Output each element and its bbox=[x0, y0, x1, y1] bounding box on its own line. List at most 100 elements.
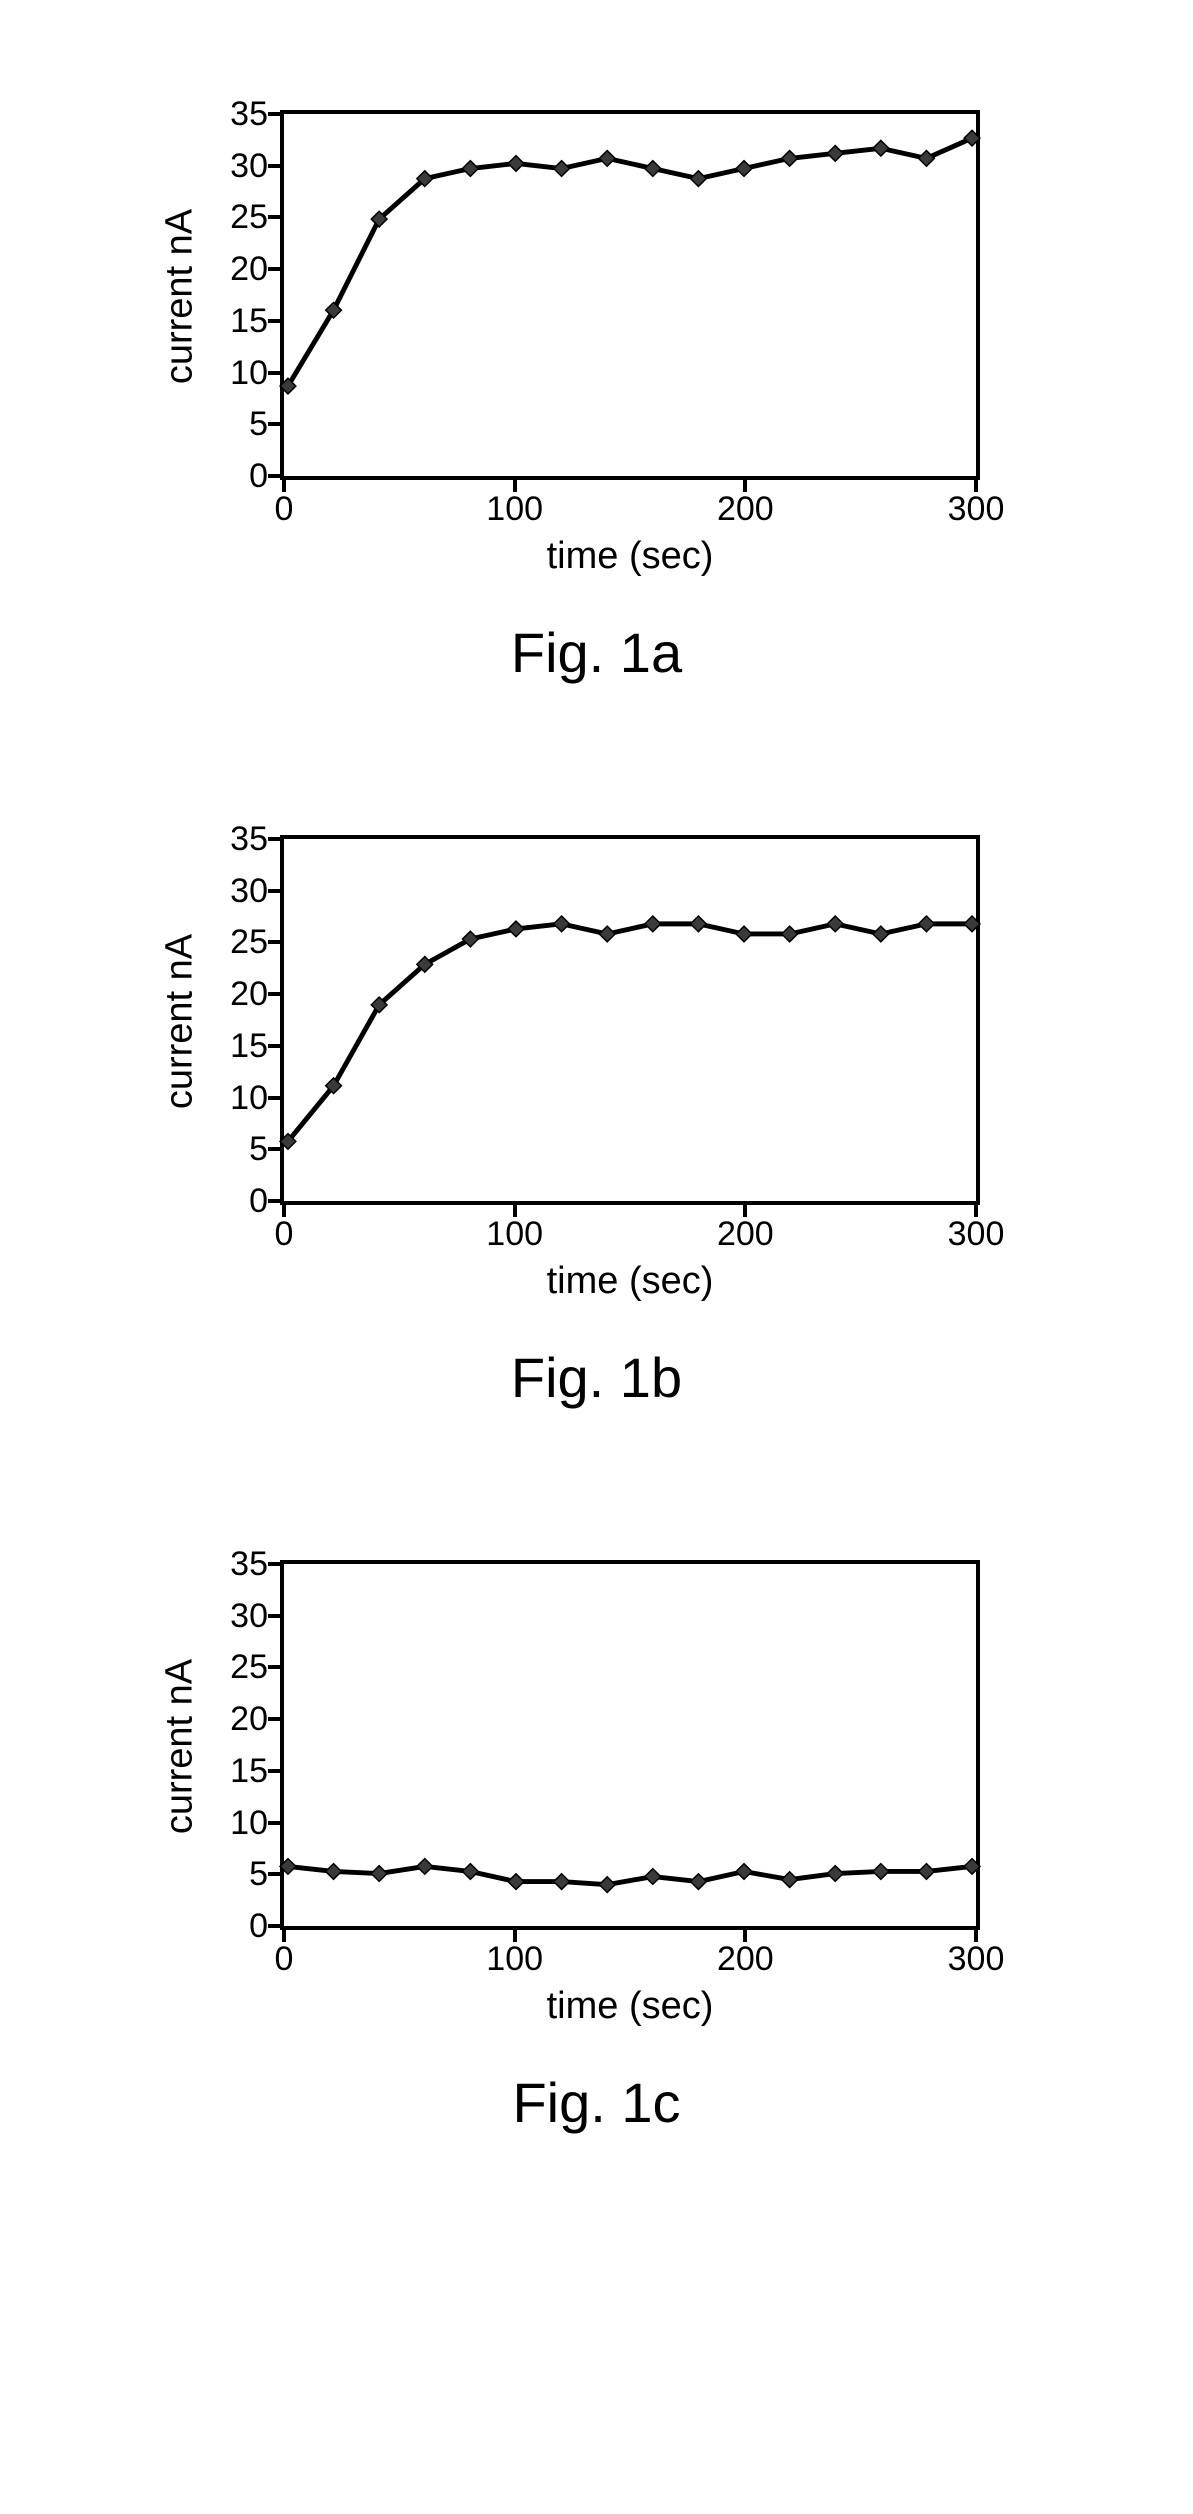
data-marker bbox=[827, 916, 843, 932]
y-tick-mark bbox=[268, 889, 280, 893]
y-tick-label: 30 bbox=[208, 874, 268, 908]
x-tick-mark bbox=[282, 480, 286, 492]
x-tick-mark bbox=[974, 480, 978, 492]
y-tick-mark bbox=[268, 1096, 280, 1100]
data-marker bbox=[964, 916, 980, 932]
data-marker bbox=[782, 1872, 798, 1888]
y-tick-label: 20 bbox=[208, 1702, 268, 1736]
y-tick-label: 20 bbox=[208, 252, 268, 286]
data-marker bbox=[508, 921, 524, 937]
data-marker bbox=[919, 916, 935, 932]
x-tick-label: 300 bbox=[936, 1942, 1016, 1976]
y-tick-mark bbox=[268, 1614, 280, 1618]
chart-wrap: 051015202530350100200300current nAtime (… bbox=[0, 90, 1193, 610]
chart-svg bbox=[284, 114, 976, 476]
data-marker bbox=[964, 130, 980, 146]
y-tick-mark bbox=[268, 1044, 280, 1048]
y-tick-mark bbox=[268, 474, 280, 478]
figure-caption: Fig. 1a bbox=[0, 620, 1193, 685]
figure-caption: Fig. 1b bbox=[0, 1345, 1193, 1410]
plot-area bbox=[280, 835, 980, 1205]
data-marker bbox=[691, 1874, 707, 1890]
data-marker bbox=[645, 916, 661, 932]
chart-svg bbox=[284, 1564, 976, 1926]
y-tick-mark bbox=[268, 319, 280, 323]
data-marker bbox=[964, 1859, 980, 1875]
y-axis-label: current nA bbox=[159, 922, 202, 1122]
data-marker bbox=[462, 1864, 478, 1880]
x-tick-mark bbox=[513, 480, 517, 492]
x-tick-label: 200 bbox=[705, 1217, 785, 1251]
data-marker bbox=[736, 161, 752, 177]
y-tick-label: 20 bbox=[208, 977, 268, 1011]
y-tick-label: 0 bbox=[208, 1909, 268, 1943]
y-tick-mark bbox=[268, 1562, 280, 1566]
data-line bbox=[288, 924, 972, 1142]
y-tick-label: 35 bbox=[208, 822, 268, 856]
x-tick-mark bbox=[743, 1930, 747, 1942]
chart-svg bbox=[284, 839, 976, 1201]
data-marker bbox=[371, 1866, 387, 1882]
y-tick-label: 30 bbox=[208, 1599, 268, 1633]
plot-area bbox=[280, 110, 980, 480]
x-tick-mark bbox=[974, 1205, 978, 1217]
y-tick-label: 15 bbox=[208, 1754, 268, 1788]
figure-fig1c: 051015202530350100200300current nAtime (… bbox=[0, 1540, 1193, 2135]
x-tick-label: 300 bbox=[936, 1217, 1016, 1251]
y-tick-mark bbox=[268, 1665, 280, 1669]
x-tick-label: 100 bbox=[475, 492, 555, 526]
y-tick-label: 10 bbox=[208, 356, 268, 390]
data-marker bbox=[919, 1864, 935, 1880]
data-marker bbox=[326, 1864, 342, 1880]
y-tick-label: 5 bbox=[208, 407, 268, 441]
x-tick-label: 100 bbox=[475, 1217, 555, 1251]
figure-fig1a: 051015202530350100200300current nAtime (… bbox=[0, 90, 1193, 685]
y-axis-label: current nA bbox=[159, 1647, 202, 1847]
data-line bbox=[288, 1866, 972, 1884]
data-marker bbox=[736, 926, 752, 942]
x-tick-mark bbox=[513, 1205, 517, 1217]
y-tick-label: 10 bbox=[208, 1081, 268, 1115]
data-marker bbox=[827, 146, 843, 162]
data-marker bbox=[691, 171, 707, 187]
y-tick-mark bbox=[268, 164, 280, 168]
y-tick-mark bbox=[268, 837, 280, 841]
y-tick-label: 0 bbox=[208, 1184, 268, 1218]
y-tick-label: 35 bbox=[208, 1547, 268, 1581]
data-marker bbox=[599, 1877, 615, 1893]
data-marker bbox=[873, 926, 889, 942]
data-marker bbox=[462, 161, 478, 177]
data-marker bbox=[782, 926, 798, 942]
y-tick-label: 5 bbox=[208, 1132, 268, 1166]
data-marker bbox=[919, 151, 935, 167]
x-tick-label: 200 bbox=[705, 1942, 785, 1976]
y-tick-label: 5 bbox=[208, 1857, 268, 1891]
x-tick-mark bbox=[513, 1930, 517, 1942]
data-marker bbox=[691, 916, 707, 932]
y-tick-label: 25 bbox=[208, 200, 268, 234]
y-tick-label: 30 bbox=[208, 149, 268, 183]
plot-area bbox=[280, 1560, 980, 1930]
x-tick-label: 200 bbox=[705, 492, 785, 526]
y-tick-label: 0 bbox=[208, 459, 268, 493]
y-tick-mark bbox=[268, 422, 280, 426]
y-tick-mark bbox=[268, 371, 280, 375]
y-tick-mark bbox=[268, 112, 280, 116]
x-tick-mark bbox=[743, 1205, 747, 1217]
y-tick-mark bbox=[268, 1199, 280, 1203]
data-marker bbox=[873, 1864, 889, 1880]
y-tick-mark bbox=[268, 1872, 280, 1876]
x-tick-label: 100 bbox=[475, 1942, 555, 1976]
y-tick-mark bbox=[268, 215, 280, 219]
x-axis-label: time (sec) bbox=[280, 1260, 980, 1303]
y-tick-label: 15 bbox=[208, 304, 268, 338]
y-tick-mark bbox=[268, 267, 280, 271]
data-marker bbox=[508, 1874, 524, 1890]
data-marker bbox=[599, 151, 615, 167]
figure-caption: Fig. 1c bbox=[0, 2070, 1193, 2135]
data-marker bbox=[554, 161, 570, 177]
y-tick-label: 10 bbox=[208, 1806, 268, 1840]
y-tick-label: 35 bbox=[208, 97, 268, 131]
x-tick-label: 0 bbox=[244, 1942, 324, 1976]
y-tick-label: 25 bbox=[208, 1650, 268, 1684]
